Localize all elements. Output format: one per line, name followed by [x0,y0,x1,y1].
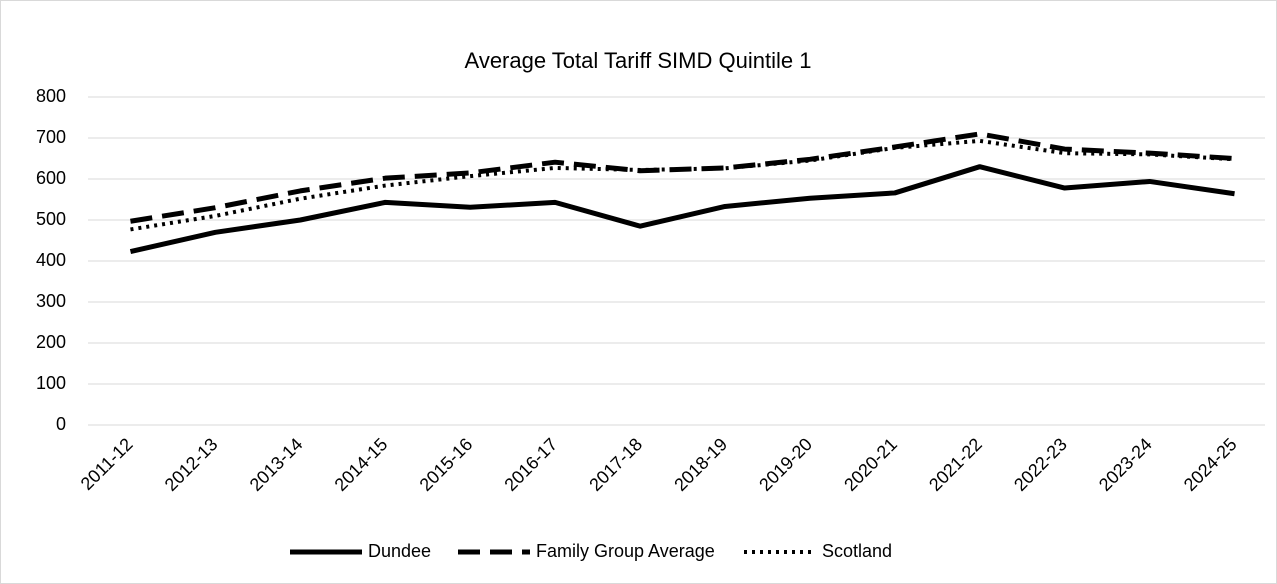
y-tick-label: 200 [36,332,66,352]
y-tick-label: 100 [36,373,66,393]
y-tick-label: 600 [36,168,66,188]
y-tick-label: 700 [36,127,66,147]
y-tick-label: 500 [36,209,66,229]
legend-label: Family Group Average [536,541,715,561]
y-tick-label: 800 [36,86,66,106]
y-tick-label: 0 [56,414,66,434]
y-tick-label: 400 [36,250,66,270]
series-line [129,164,1235,255]
chart-title: Average Total Tariff SIMD Quintile 1 [465,48,812,73]
series-line [130,131,1235,224]
legend-label: Dundee [368,541,431,561]
series-line [130,138,1235,232]
legend-label: Scotland [822,541,892,561]
y-tick-label: 300 [36,291,66,311]
